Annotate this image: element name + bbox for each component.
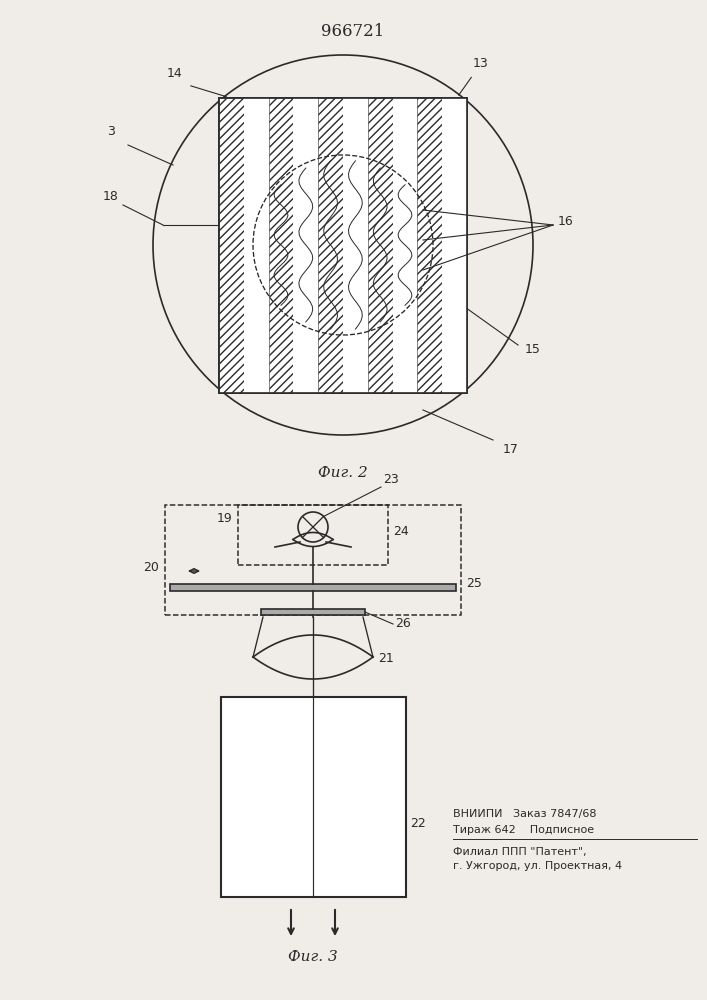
Text: Тираж 642    Подписное: Тираж 642 Подписное: [453, 825, 594, 835]
Bar: [261, 609, 365, 615]
Circle shape: [298, 512, 328, 542]
Bar: [165, 505, 461, 615]
Text: 23: 23: [383, 473, 399, 486]
Bar: [417, 98, 442, 392]
Text: 19: 19: [216, 512, 232, 525]
Text: 16: 16: [558, 215, 574, 228]
Bar: [219, 98, 467, 392]
Bar: [170, 584, 456, 590]
Text: Фиг. 3: Фиг. 3: [288, 950, 338, 964]
Bar: [221, 697, 406, 897]
Text: 25: 25: [466, 577, 482, 590]
Bar: [343, 98, 368, 392]
Bar: [368, 98, 392, 392]
Bar: [293, 98, 318, 392]
Bar: [392, 98, 417, 392]
Text: 24: 24: [393, 525, 409, 538]
Bar: [219, 98, 244, 392]
Text: 13: 13: [473, 57, 489, 70]
Bar: [269, 98, 293, 392]
Text: 22: 22: [411, 817, 426, 830]
Bar: [442, 98, 467, 392]
Bar: [219, 98, 244, 392]
Bar: [318, 98, 343, 392]
Text: Фиг. 2: Фиг. 2: [318, 466, 368, 480]
Text: 18: 18: [103, 190, 119, 203]
Bar: [238, 505, 388, 565]
Bar: [219, 98, 467, 392]
Bar: [318, 98, 343, 392]
Text: г. Ужгород, ул. Проектная, 4: г. Ужгород, ул. Проектная, 4: [453, 861, 622, 871]
Text: Филиал ППП "Патент",: Филиал ППП "Патент",: [453, 847, 587, 857]
Text: 20: 20: [143, 561, 159, 574]
Bar: [244, 98, 269, 392]
Text: 26: 26: [395, 617, 411, 630]
Text: 15: 15: [525, 343, 541, 356]
Text: 17: 17: [503, 443, 519, 456]
Text: 3: 3: [107, 125, 115, 138]
Text: ВНИИПИ   Заказ 7847/68: ВНИИПИ Заказ 7847/68: [453, 809, 597, 819]
Bar: [417, 98, 442, 392]
Text: 14: 14: [167, 67, 183, 80]
Bar: [269, 98, 293, 392]
Text: 966721: 966721: [321, 23, 385, 40]
Bar: [368, 98, 392, 392]
Circle shape: [153, 55, 533, 435]
Text: 21: 21: [378, 652, 394, 665]
